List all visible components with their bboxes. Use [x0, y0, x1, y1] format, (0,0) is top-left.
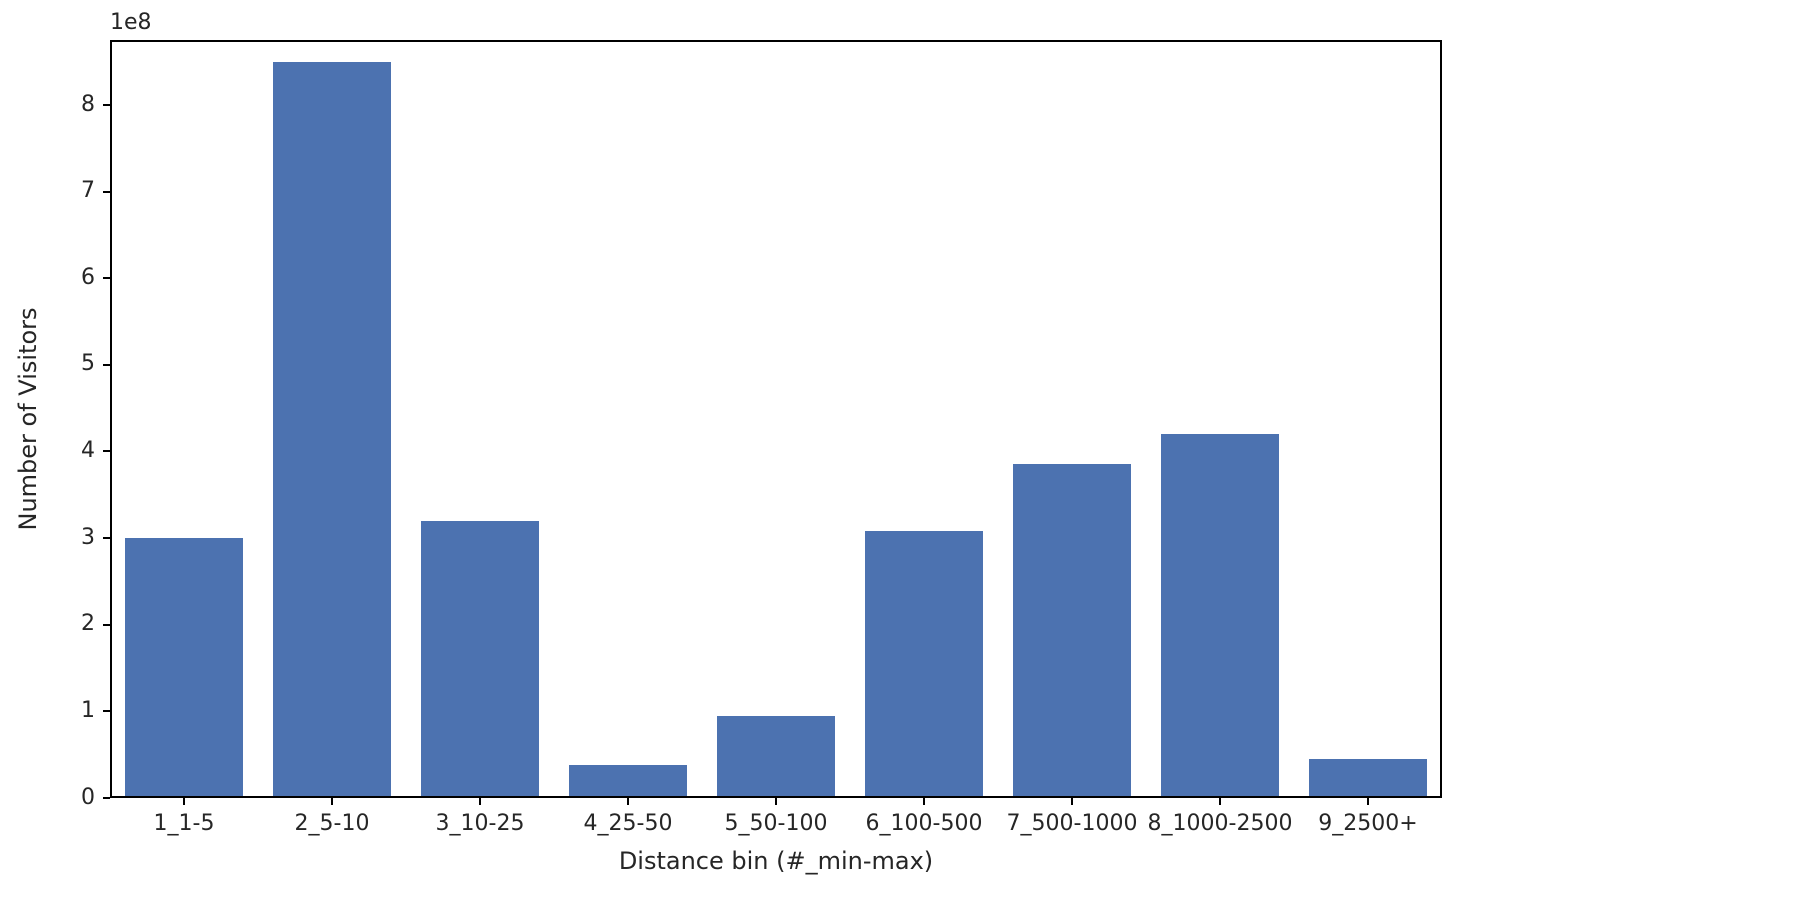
spine-top-top — [110, 40, 1442, 42]
y-tick — [103, 797, 110, 799]
bar — [1013, 464, 1131, 798]
y-tick-label: 1 — [0, 696, 95, 727]
x-tick — [479, 798, 481, 805]
x-tick — [1367, 798, 1369, 805]
x-tick — [183, 798, 185, 805]
y-tick — [103, 624, 110, 626]
chart-figure: Number of Visitors Distance bin (#_min-m… — [0, 0, 1800, 900]
y-tick-label: 3 — [0, 523, 95, 554]
y-tick — [103, 710, 110, 712]
y-tick — [103, 277, 110, 279]
x-tick — [923, 798, 925, 805]
bar — [1161, 434, 1279, 798]
bar — [125, 538, 243, 798]
x-tick — [775, 798, 777, 805]
spine-right-top — [1440, 40, 1442, 798]
bar — [569, 765, 687, 798]
spine-bottom-top — [110, 796, 1442, 798]
y-tick — [103, 104, 110, 106]
y-tick-label: 4 — [0, 436, 95, 467]
y-axis-offset-text: 1e8 — [110, 10, 152, 35]
spine-left-top — [110, 40, 112, 798]
bar — [273, 62, 391, 798]
y-tick — [103, 191, 110, 193]
bar — [1309, 759, 1427, 798]
bar — [865, 531, 983, 798]
y-axis-label: Number of Visitors — [14, 40, 46, 798]
y-tick-label: 7 — [0, 176, 95, 207]
y-tick-label: 5 — [0, 349, 95, 380]
x-tick — [1219, 798, 1221, 805]
y-tick-label: 8 — [0, 90, 95, 121]
bar — [421, 521, 539, 798]
bar — [717, 716, 835, 798]
x-axis-label: Distance bin (#_min-max) — [110, 847, 1442, 875]
y-tick — [103, 537, 110, 539]
x-tick — [331, 798, 333, 805]
x-tick-label: 9_2500+ — [1279, 811, 1457, 836]
x-tick — [1071, 798, 1073, 805]
y-tick-label: 6 — [0, 263, 95, 294]
y-tick — [103, 364, 110, 366]
x-tick — [627, 798, 629, 805]
y-tick-label: 0 — [0, 783, 95, 814]
y-tick-label: 2 — [0, 609, 95, 640]
y-tick — [103, 450, 110, 452]
